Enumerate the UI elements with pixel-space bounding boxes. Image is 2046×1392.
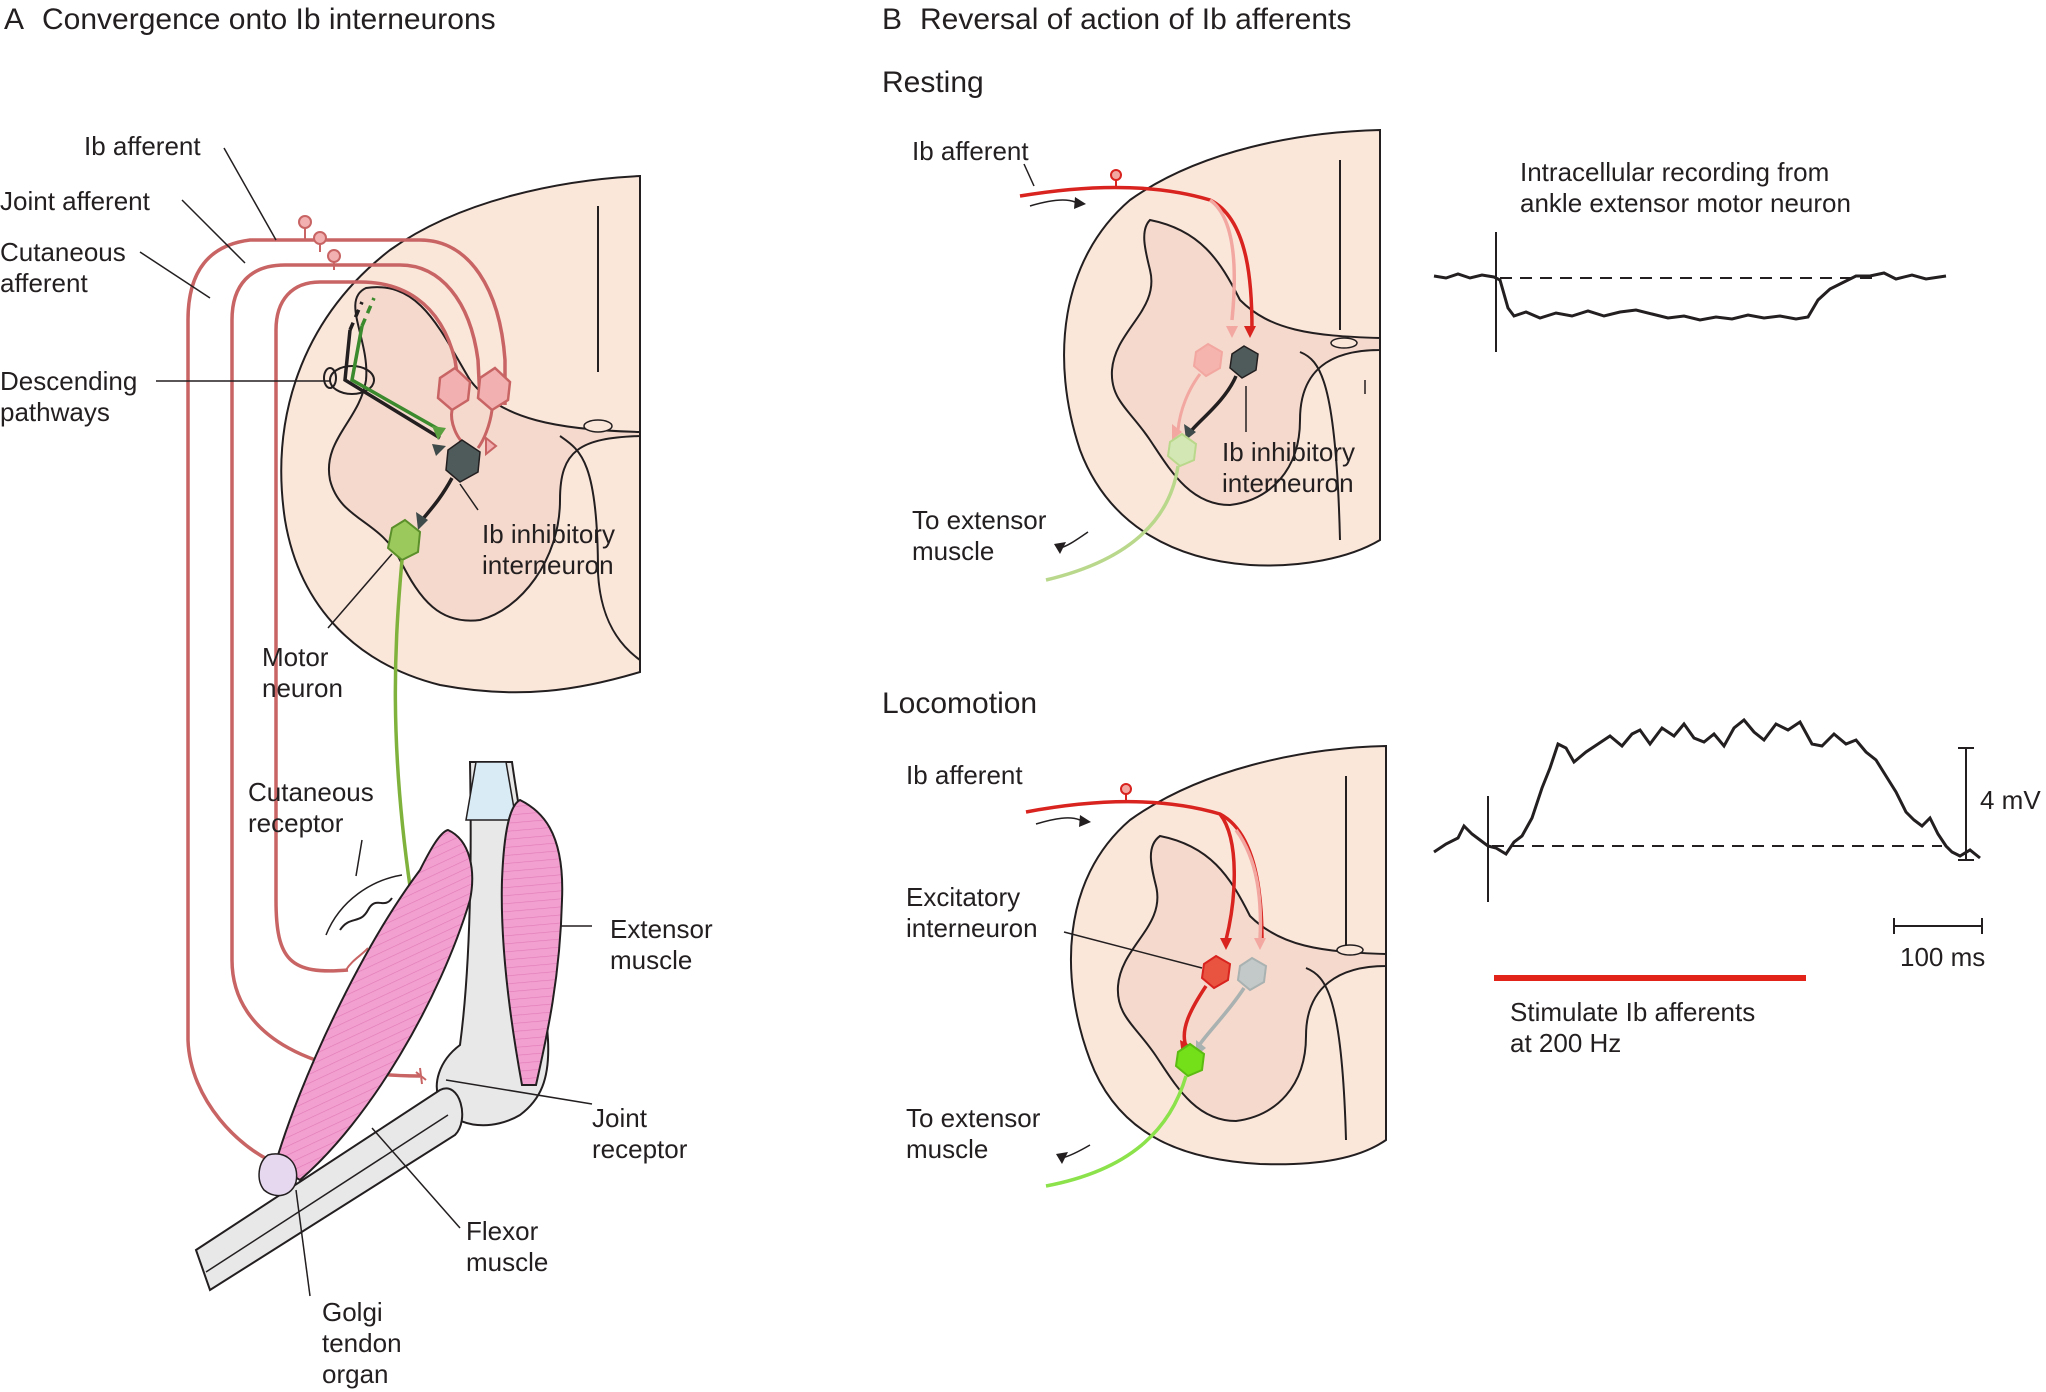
cutaneous-afferent-loop [274, 280, 460, 973]
label-motor-neuron-2: neuron [262, 673, 343, 703]
scale-voltage-label: 4 mV [1980, 785, 2041, 815]
recording-label-1: Intracellular recording from [1520, 157, 1829, 187]
scale-time-label: 100 ms [1900, 942, 1985, 972]
resting-title: Resting [882, 66, 984, 99]
ib-afferent-fiber [186, 238, 507, 1167]
resting-trace [1433, 232, 1947, 352]
label-joint-receptor-1: Joint [592, 1103, 648, 1133]
leg-illustration [194, 761, 564, 1292]
label-cutaneous-receptor-2: receptor [248, 808, 344, 838]
locomotion-label-excitatory-2: interneuron [906, 913, 1038, 943]
locomotion-label-ib-afferent: Ib afferent [906, 760, 1023, 790]
label-motor-neuron-1: Motor [262, 642, 329, 672]
label-joint-afferent: Joint afferent [0, 186, 151, 216]
resting-neurons [1019, 169, 1366, 582]
panel-a: A Convergence onto Ib interneurons [0, 3, 713, 1389]
label-flexor-2: muscle [466, 1247, 548, 1277]
resting-label-ib-inhibitory-1: Ib inhibitory [1222, 437, 1355, 467]
panel-b-letter: B [882, 3, 902, 36]
stimulus-bar [1494, 975, 1806, 981]
tibia-bone [194, 1087, 464, 1292]
panel-a-title: Convergence onto Ib interneurons [42, 3, 496, 36]
dorsal-root-ganglia [298, 215, 341, 270]
ventral-fissure [597, 572, 641, 661]
label-cutaneous-receptor-1: Cutaneous [248, 777, 374, 807]
label-descending-1: Descending [0, 366, 137, 396]
stimulus-label-2: at 200 Hz [1510, 1028, 1621, 1058]
spinal-cord-resting [1063, 128, 1381, 567]
label-golgi-3: organ [322, 1359, 389, 1389]
resting-label-ib-afferent: Ib afferent [912, 136, 1029, 166]
label-cutaneous-afferent-1: Cutaneous [0, 237, 126, 267]
locomotion-motor-neuron [1174, 1042, 1206, 1078]
afferent-pathways-a [186, 238, 507, 1167]
resting-label-to-extensor-1: To extensor [912, 505, 1047, 535]
resting-label-ib-inhibitory-2: interneuron [1222, 468, 1354, 498]
scale-bars [1893, 747, 1983, 934]
label-descending-2: pathways [0, 397, 110, 427]
locomotion-neurons [1025, 783, 1268, 1188]
stimulus-label-1: Stimulate Ib afferents [1510, 997, 1755, 1027]
resting-motor-neuron [1166, 432, 1198, 468]
resting-ib-afferent [1019, 185, 1254, 331]
label-ib-inhibitory-a-1: Ib inhibitory [482, 519, 615, 549]
label-ib-afferent-a: Ib afferent [84, 131, 201, 161]
locomotion-label-excitatory-1: Excitatory [906, 882, 1020, 912]
resting-label-to-extensor-2: muscle [912, 536, 994, 566]
label-golgi-2: tendon [322, 1328, 402, 1358]
descending-pathways-a [323, 297, 446, 456]
spinal-cord-locomotion [1069, 744, 1387, 1166]
label-joint-receptor-2: receptor [592, 1134, 688, 1164]
recording-label-2: ankle extensor motor neuron [1520, 188, 1851, 218]
resting-excitatory-interneuron [1192, 342, 1224, 378]
locomotion-title: Locomotion [882, 687, 1037, 720]
locomotion-excitatory-interneuron [1200, 954, 1232, 990]
label-golgi-1: Golgi [322, 1297, 383, 1327]
panel-b-title: Reversal of action of Ib afferents [920, 3, 1351, 36]
extensor-muscle [500, 798, 564, 1086]
label-cutaneous-afferent-2: afferent [0, 268, 88, 298]
locomotion-ib-inhibitory-interneuron [1236, 956, 1268, 992]
flexor-muscle [273, 828, 474, 1182]
cutaneous-receptor [325, 874, 403, 936]
resting-ib-inhibitory-interneuron [1229, 345, 1259, 379]
locomotion-label-to-extensor-2: muscle [906, 1134, 988, 1164]
golgi-tendon-organ [258, 1153, 298, 1197]
leader-lines-a [139, 147, 593, 1297]
joint-afferent-fiber [230, 263, 482, 1078]
label-extensor-1: Extensor [610, 914, 713, 944]
label-ib-inhibitory-a-2: interneuron [482, 550, 614, 580]
label-flexor-1: Flexor [466, 1216, 539, 1246]
ib-inhibitory-interneuron-a [416, 439, 481, 530]
central-canal-a [583, 419, 613, 433]
locomotion-label-to-extensor-1: To extensor [906, 1103, 1041, 1133]
label-extensor-2: muscle [610, 945, 692, 975]
motor-neuron-a [386, 518, 429, 911]
panel-a-letter: A [4, 3, 24, 36]
locomotion-trace [1433, 717, 1981, 902]
panel-b: B Reversal of action of Ib afferents Res… [882, 3, 2041, 1188]
